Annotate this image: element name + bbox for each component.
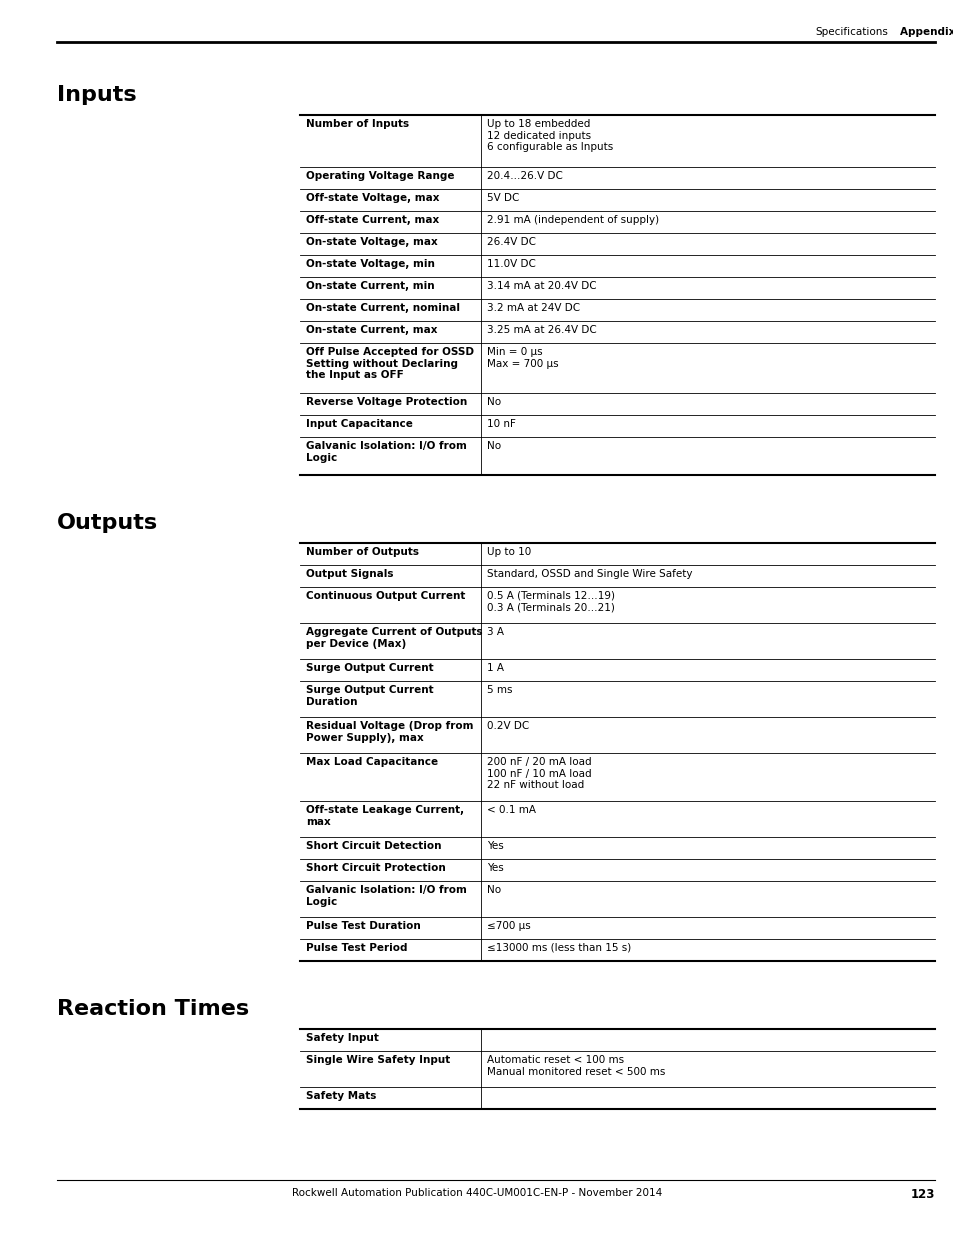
Text: Standard, OSSD and Single Wire Safety: Standard, OSSD and Single Wire Safety xyxy=(486,569,692,579)
Text: On-state Current, min: On-state Current, min xyxy=(306,282,435,291)
Text: Max Load Capacitance: Max Load Capacitance xyxy=(306,757,437,767)
Text: No: No xyxy=(486,885,500,895)
Text: 11.0V DC: 11.0V DC xyxy=(486,259,536,269)
Text: Short Circuit Detection: Short Circuit Detection xyxy=(306,841,441,851)
Text: ≤13000 ms (less than 15 s): ≤13000 ms (less than 15 s) xyxy=(486,944,631,953)
Text: 5 ms: 5 ms xyxy=(486,685,512,695)
Text: Appendix A: Appendix A xyxy=(899,27,953,37)
Text: 0.5 A (Terminals 12…19)
0.3 A (Terminals 20…21): 0.5 A (Terminals 12…19) 0.3 A (Terminals… xyxy=(486,592,615,613)
Text: ≤700 μs: ≤700 μs xyxy=(486,921,530,931)
Text: Off-state Leakage Current,
max: Off-state Leakage Current, max xyxy=(306,805,464,826)
Text: Off-state Current, max: Off-state Current, max xyxy=(306,215,438,225)
Text: Min = 0 μs
Max = 700 μs: Min = 0 μs Max = 700 μs xyxy=(486,347,558,368)
Text: 3.2 mA at 24V DC: 3.2 mA at 24V DC xyxy=(486,303,579,312)
Text: On-state Current, max: On-state Current, max xyxy=(306,325,437,335)
Text: Rockwell Automation Publication 440C-UM001C-EN-P - November 2014: Rockwell Automation Publication 440C-UM0… xyxy=(292,1188,661,1198)
Text: Yes: Yes xyxy=(486,863,503,873)
Text: 5V DC: 5V DC xyxy=(486,193,518,203)
Text: No: No xyxy=(486,441,500,451)
Text: Aggregate Current of Outputs
per Device (Max): Aggregate Current of Outputs per Device … xyxy=(306,627,482,648)
Text: Up to 10: Up to 10 xyxy=(486,547,531,557)
Text: Reverse Voltage Protection: Reverse Voltage Protection xyxy=(306,396,467,408)
Text: 3.25 mA at 26.4V DC: 3.25 mA at 26.4V DC xyxy=(486,325,597,335)
Text: Residual Voltage (Drop from
Power Supply), max: Residual Voltage (Drop from Power Supply… xyxy=(306,721,473,742)
Text: Pulse Test Period: Pulse Test Period xyxy=(306,944,407,953)
Text: Input Capacitance: Input Capacitance xyxy=(306,419,413,429)
Text: Pulse Test Duration: Pulse Test Duration xyxy=(306,921,420,931)
Text: Specifications: Specifications xyxy=(814,27,887,37)
Text: Off-state Voltage, max: Off-state Voltage, max xyxy=(306,193,439,203)
Text: Short Circuit Protection: Short Circuit Protection xyxy=(306,863,445,873)
Text: < 0.1 mA: < 0.1 mA xyxy=(486,805,536,815)
Text: Galvanic Isolation: I/O from
Logic: Galvanic Isolation: I/O from Logic xyxy=(306,885,466,906)
Text: Single Wire Safety Input: Single Wire Safety Input xyxy=(306,1055,450,1065)
Text: Off Pulse Accepted for OSSD
Setting without Declaring
the Input as OFF: Off Pulse Accepted for OSSD Setting with… xyxy=(306,347,474,380)
Text: Safety Mats: Safety Mats xyxy=(306,1091,376,1100)
Text: Outputs: Outputs xyxy=(57,513,158,534)
Text: 3 A: 3 A xyxy=(486,627,503,637)
Text: Inputs: Inputs xyxy=(57,85,136,105)
Text: Output Signals: Output Signals xyxy=(306,569,393,579)
Text: Surge Output Current: Surge Output Current xyxy=(306,663,434,673)
Text: Continuous Output Current: Continuous Output Current xyxy=(306,592,465,601)
Text: 0.2V DC: 0.2V DC xyxy=(486,721,529,731)
Text: Operating Voltage Range: Operating Voltage Range xyxy=(306,170,454,182)
Text: 3.14 mA at 20.4V DC: 3.14 mA at 20.4V DC xyxy=(486,282,596,291)
Text: Reaction Times: Reaction Times xyxy=(57,999,249,1019)
Text: 20.4…26.V DC: 20.4…26.V DC xyxy=(486,170,562,182)
Text: Safety Input: Safety Input xyxy=(306,1032,378,1044)
Text: 2.91 mA (independent of supply): 2.91 mA (independent of supply) xyxy=(486,215,659,225)
Text: On-state Voltage, min: On-state Voltage, min xyxy=(306,259,435,269)
Text: On-state Current, nominal: On-state Current, nominal xyxy=(306,303,459,312)
Text: On-state Voltage, max: On-state Voltage, max xyxy=(306,237,437,247)
Text: No: No xyxy=(486,396,500,408)
Text: Surge Output Current
Duration: Surge Output Current Duration xyxy=(306,685,434,706)
Text: Up to 18 embedded
12 dedicated inputs
6 configurable as Inputs: Up to 18 embedded 12 dedicated inputs 6 … xyxy=(486,119,613,152)
Text: Yes: Yes xyxy=(486,841,503,851)
Text: 200 nF / 20 mA load
100 nF / 10 mA load
22 nF without load: 200 nF / 20 mA load 100 nF / 10 mA load … xyxy=(486,757,591,790)
Text: Number of Inputs: Number of Inputs xyxy=(306,119,409,128)
Text: 1 A: 1 A xyxy=(486,663,503,673)
Text: Number of Outputs: Number of Outputs xyxy=(306,547,418,557)
Text: 10 nF: 10 nF xyxy=(486,419,516,429)
Text: 26.4V DC: 26.4V DC xyxy=(486,237,536,247)
Text: 123: 123 xyxy=(910,1188,934,1200)
Text: Galvanic Isolation: I/O from
Logic: Galvanic Isolation: I/O from Logic xyxy=(306,441,466,463)
Text: Automatic reset < 100 ms
Manual monitored reset < 500 ms: Automatic reset < 100 ms Manual monitore… xyxy=(486,1055,664,1077)
